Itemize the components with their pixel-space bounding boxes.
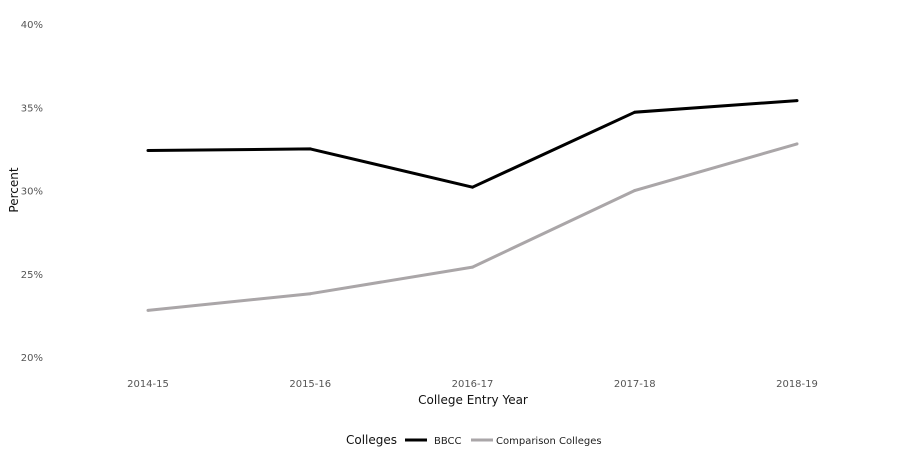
y-tick-label: 40%	[21, 20, 43, 31]
x-tick-label: 2017-18	[614, 379, 656, 390]
data-point	[633, 189, 637, 192]
data-point	[471, 185, 474, 189]
series-lines	[146, 99, 799, 312]
data-point	[308, 292, 312, 296]
x-tick-label: 2015-16	[289, 379, 331, 390]
data-point	[471, 265, 474, 269]
x-tick-label: 2014-15	[127, 379, 169, 390]
y-axis-title: Percent	[7, 167, 21, 212]
legend-label: Comparison Colleges	[496, 436, 602, 447]
legend-label: BBCC	[434, 436, 462, 447]
data-point	[146, 149, 150, 153]
data-point	[308, 147, 312, 151]
series-line-comparison-colleges	[147, 142, 798, 312]
x-tick-label: 2016-17	[452, 379, 494, 390]
data-point	[795, 142, 799, 146]
x-tick-label: 2018-19	[776, 379, 818, 390]
legend-title: Colleges	[346, 433, 397, 447]
data-point	[146, 308, 150, 312]
y-tick-label: 25%	[21, 270, 43, 281]
y-tick-label: 35%	[21, 103, 43, 114]
y-tick-label: 20%	[21, 353, 43, 364]
x-axis-title: College Entry Year	[418, 393, 528, 407]
x-axis-ticks: 2014-15 2015-16 2016-17 2017-18 2018-19	[127, 379, 818, 390]
legend: Colleges BBCC Comparison Colleges	[346, 433, 602, 447]
data-point	[633, 110, 637, 114]
series-line-bbcc	[147, 99, 798, 189]
data-point	[795, 99, 799, 103]
y-tick-label: 30%	[21, 187, 43, 198]
y-axis-ticks: 20% 25% 30% 35% 40%	[21, 20, 43, 364]
